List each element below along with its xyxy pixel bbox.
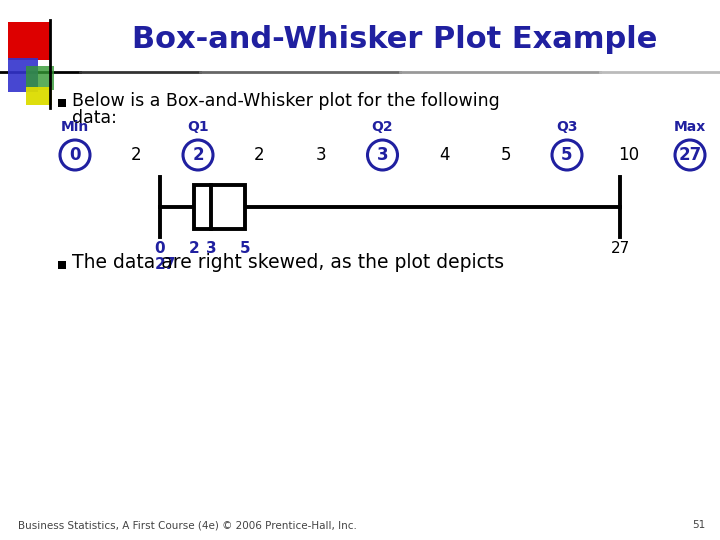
Text: 2: 2 [131, 146, 142, 164]
Text: 27: 27 [611, 241, 629, 256]
Bar [26, 66, 54, 90]
Text: 0: 0 [69, 146, 81, 164]
Text: Business Statistics, A First Course (4e) © 2006 Prentice-Hall, Inc.: Business Statistics, A First Course (4e)… [18, 520, 357, 530]
Text: data:: data: [72, 109, 117, 127]
Bar [8, 58, 38, 92]
Text: 5: 5 [240, 241, 251, 256]
Text: Box-and-Whisker Plot Example: Box-and-Whisker Plot Example [132, 25, 657, 55]
Text: 2: 2 [189, 241, 199, 256]
Text: The data are right skewed, as the plot depicts: The data are right skewed, as the plot d… [72, 253, 504, 273]
Bar [194, 185, 246, 229]
Text: 5: 5 [562, 146, 572, 164]
Text: 5: 5 [500, 146, 510, 164]
Text: Min: Min [61, 120, 89, 134]
Text: 10: 10 [618, 146, 639, 164]
Text: Q3: Q3 [557, 120, 577, 134]
Text: 51: 51 [692, 520, 705, 530]
Text: Q2: Q2 [372, 120, 393, 134]
Bar [26, 87, 52, 105]
Text: 3: 3 [206, 241, 217, 256]
Text: 2: 2 [254, 146, 265, 164]
Text: 0: 0 [155, 241, 166, 256]
Text: 27: 27 [154, 257, 176, 272]
Bar [58, 99, 66, 107]
Text: Q1: Q1 [187, 120, 209, 134]
Text: 4: 4 [438, 146, 449, 164]
Text: 27: 27 [678, 146, 701, 164]
Text: 2: 2 [192, 146, 204, 164]
Bar [58, 261, 66, 269]
Text: Below is a Box-and-Whisker plot for the following: Below is a Box-and-Whisker plot for the … [72, 92, 500, 110]
Text: Max: Max [674, 120, 706, 134]
Text: 3: 3 [377, 146, 388, 164]
Text: 3: 3 [315, 146, 326, 164]
Bar [8, 22, 50, 60]
